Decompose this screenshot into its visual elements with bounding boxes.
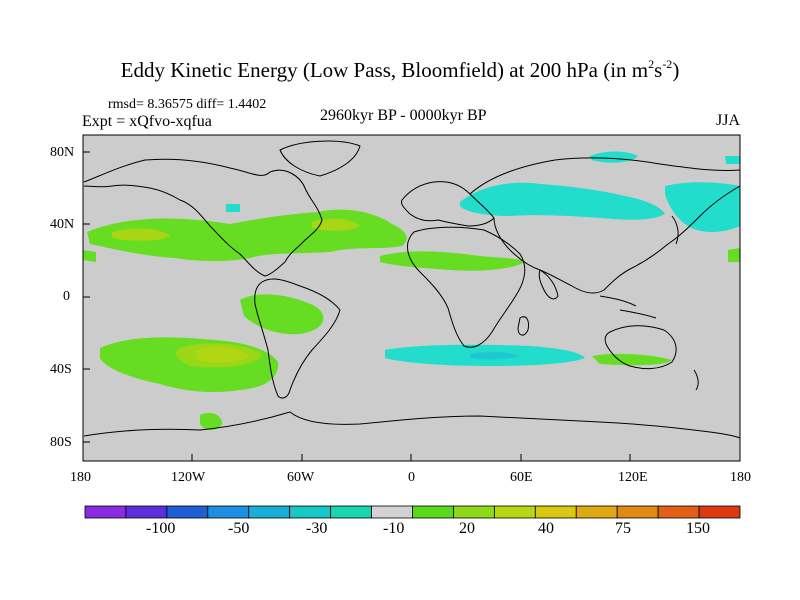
stats-text: rmsd= 8.36575 diff= 1.4402	[108, 97, 267, 112]
coast-europe	[401, 181, 495, 227]
plot-title: Eddy Kinetic Energy (Low Pass, Bloomfiel…	[0, 58, 800, 83]
yellowgreen-ring-south-pacific	[175, 343, 262, 368]
coast-antarctica	[83, 411, 741, 439]
coast-new-zealand	[693, 369, 699, 391]
colorbar	[84, 505, 741, 519]
lon-label-180w: 180	[70, 470, 91, 485]
title-close: )	[672, 58, 680, 82]
coast-north-america	[83, 158, 323, 277]
anomaly-shading	[83, 151, 740, 430]
title-text: Eddy Kinetic Energy (Low Pass, Bloomfiel…	[120, 58, 649, 82]
yellowgreen-core-north-atlantic	[112, 228, 170, 241]
cyan-region-eurasia	[460, 182, 665, 220]
colorbar-label-neg100: -100	[146, 520, 176, 537]
coast-africa	[407, 226, 526, 348]
season-label: JJA	[716, 112, 741, 129]
colorbar-swatch-8	[412, 505, 454, 519]
coast-madagascar	[517, 316, 529, 336]
lon-label-180e: 180	[730, 470, 751, 485]
colorbar-swatch-0	[84, 505, 127, 519]
lon-label-0: 0	[408, 470, 415, 485]
colorbar-swatch-4	[248, 505, 291, 519]
green-region-east-edge	[728, 248, 740, 262]
colorbar-swatch-6	[330, 505, 372, 519]
colorbar-swatch-14	[657, 505, 700, 519]
cyan-region-north-pacific	[665, 182, 740, 232]
colorbar-label-neg50: -50	[228, 520, 250, 537]
colorbar-swatch-13	[616, 505, 659, 519]
map-frame	[82, 134, 741, 462]
colorbar-swatch-11	[534, 505, 577, 519]
cyan-region-atlantic-small	[226, 204, 240, 212]
colorbar-swatch-10	[493, 505, 536, 519]
lat-label-0: 0	[63, 289, 70, 304]
green-region-west-edge	[83, 250, 96, 262]
lat-label-40n: 40N	[50, 217, 75, 232]
coast-asia	[469, 157, 741, 294]
coast-australia	[604, 325, 677, 370]
period-label: 2960kyr BP - 0000kyr BP	[320, 107, 487, 124]
title-sup-2: -2	[662, 57, 673, 71]
lat-label-40s: 40S	[50, 362, 72, 377]
colorbar-label-neg10: -10	[383, 520, 405, 537]
colorbar-swatch-5	[289, 505, 332, 519]
cyan-region-arctic-small	[725, 156, 740, 164]
colorbar-swatch-12	[575, 505, 618, 519]
green-region-australia	[592, 353, 672, 366]
lon-label-120w: 120W	[171, 470, 206, 485]
colorbar-label-150: 150	[686, 520, 710, 537]
colorbar-label-75: 75	[615, 520, 631, 537]
lat-label-80n: 80N	[50, 145, 75, 160]
colorbar-swatch-2	[166, 505, 209, 519]
green-region-subtropical-atlantic	[380, 251, 525, 271]
coast-southeast-asia-islands	[599, 215, 679, 319]
colorbar-swatch-7	[371, 505, 413, 519]
coast-greenland	[279, 140, 361, 177]
colorbar-swatch-9	[453, 505, 495, 519]
yellowgreen-core-north-america	[312, 218, 360, 231]
experiment-label: Expt = xQfvo-xqfua	[82, 113, 212, 130]
colorbar-swatch-1	[125, 505, 168, 519]
lon-label-120e: 120E	[618, 470, 648, 485]
green-region-southern-blob	[200, 412, 222, 430]
coastlines	[83, 140, 741, 439]
map-background	[83, 135, 740, 461]
title-sup-1: 2	[648, 57, 655, 71]
title-unit-s: s	[654, 58, 663, 82]
lon-label-60w: 60W	[287, 470, 315, 485]
colorbar-swatch-3	[207, 505, 250, 519]
coast-india	[538, 269, 559, 300]
coast-south-america	[254, 278, 341, 399]
colorbar-label-neg30: -30	[306, 520, 328, 537]
colorbar-label-20: 20	[459, 520, 475, 537]
lon-label-60e: 60E	[510, 470, 533, 485]
cyan-core-southern-ocean	[470, 351, 520, 360]
lat-label-80s: 80S	[50, 435, 72, 450]
colorbar-swatch-15	[698, 505, 741, 519]
colorbar-label-40: 40	[538, 520, 554, 537]
